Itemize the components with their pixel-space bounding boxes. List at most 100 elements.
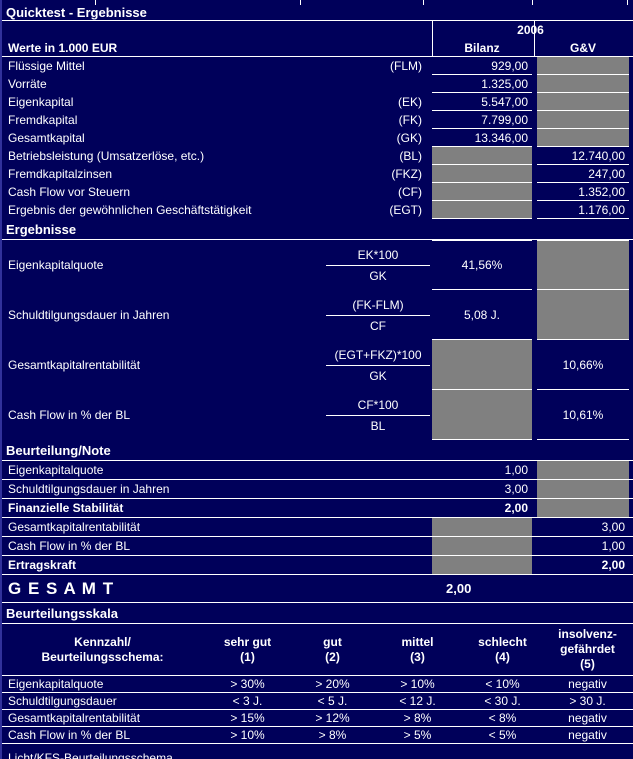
spacer [629,111,633,129]
fraction-numerator: (EGT+FKZ)*100 [326,346,430,366]
spacer [629,21,633,39]
bilanz-value-cell[interactable]: 7.799,00 [432,111,532,129]
gesamt-value[interactable]: 2,00 [446,581,472,596]
row-code: (FKZ) [391,167,422,181]
gesamt-label: G E S A M T [8,578,115,598]
bilanz-note-cell[interactable]: 3,00 [504,482,528,496]
fraction-denominator: GK [369,268,387,283]
spacer [629,201,633,219]
ratio-row-schuldtilgungsdauer: Schuldtilgungsdauer in Jahren (FK-FLM) C… [0,290,633,340]
skala-cell: > 30 J. [569,694,606,708]
skala-row-label: Schuldtilgungsdauer [8,694,117,708]
skala-cell: > 5% [403,728,432,742]
formula-cell: EK*100 GK [324,240,432,290]
guv-result-cell[interactable]: 10,66% [537,340,629,390]
guv-value-cell[interactable]: 12.740,00 [537,147,629,165]
skala-header-row: Kennzahl/ Beurteilungsschema: sehr gut (… [0,624,633,676]
guv-note-cell[interactable]: 3,00 [601,520,625,534]
page-title: Quicktest - Ergebnisse [0,5,633,21]
guv-blocked-cell [537,499,629,517]
guv-value-cell[interactable]: 1.176,00 [537,201,629,219]
formula-cell: (FK-FLM) CF [324,290,432,340]
spacer [629,39,633,56]
spacer [629,183,633,201]
note-label: Eigenkapitalquote [8,463,104,477]
guv-blocked-cell [537,111,629,129]
fraction: EK*100 GK [326,246,430,285]
formula-cell: CF*100 BL [324,390,432,440]
spacer [324,499,432,517]
guv-note-cell[interactable]: 2,00 [601,558,625,572]
bilanz-value-cell[interactable]: 929,00 [432,57,532,75]
bilanz-result-cell[interactable]: 5,08 J. [432,290,532,340]
bilanz-result-cell[interactable]: 41,56% [432,240,532,290]
note-row-schuldtilgungsdauer: Schuldtilgungsdauer in Jahren 3,00 [0,480,633,499]
ratio-row-cashflow-bl: Cash Flow in % der BL CF*100 BL 10,61% [0,390,633,440]
spacer [629,93,633,111]
skala-cell: > 8% [318,728,347,742]
spacer [629,537,633,555]
guv-blocked-cell [537,240,629,290]
spacer [629,390,633,440]
bilanz-note-cell[interactable]: 1,00 [504,463,528,477]
gridline-tick [300,0,301,5]
guv-value-cell[interactable]: 1.352,00 [537,183,629,201]
note-row-gesamtkapitalrentabilitaet: Gesamtkapitalrentabilität 3,00 [0,518,633,537]
bilanz-value-cell[interactable]: 13.346,00 [432,129,532,147]
skala-cell: < 10% [485,677,520,691]
spacer [629,480,633,498]
note-row-eigenkapitalquote: Eigenkapitalquote 1,00 [0,461,633,480]
row-code: (CF) [398,185,422,199]
spacer [324,556,432,574]
skala-cell: < 5% [488,728,517,742]
year-label: 2006 [517,23,544,37]
clipped-row-below: Licht/KFS-Beurteilungsschema [0,744,633,759]
guv-value-cell[interactable]: 247,00 [537,165,629,183]
skala-row-label: Eigenkapitalquote [8,677,104,691]
value-row-cashflow: Cash Flow vor Steuern (CF) 1.352,00 [0,183,633,201]
value-row-betriebsleistung: Betriebsleistung (Umsatzerlöse, etc.) (B… [0,147,633,165]
guv-blocked-cell [537,461,629,479]
spacer [324,461,432,479]
skala-cell: > 30% [230,677,265,691]
skala-cell: < 8% [488,711,517,725]
header-column-divider [432,21,433,57]
spacer [629,340,633,390]
value-row-eigenkapital: Eigenkapital (EK) 5.547,00 [0,93,633,111]
bilanz-blocked-cell [432,183,532,201]
section-heading-beurteilung: Beurteilung/Note [0,440,633,461]
guv-blocked-cell [537,75,629,93]
ratio-label: Eigenkapitalquote [8,258,104,272]
spacer [0,21,324,39]
skala-row-gesamtkapitalrentabilitaet: Gesamtkapitalrentabilität > 15% > 12% > … [0,710,633,727]
fraction-denominator: CF [370,318,386,333]
value-row-gesamtkapital: Gesamtkapital (GK) 13.346,00 [0,129,633,147]
formula-cell: (EGT+FKZ)*100 GK [324,340,432,390]
guv-blocked-cell [537,57,629,75]
year-cell: 2006 [432,21,629,39]
spacer [629,240,633,290]
window-left-edge [0,0,2,759]
row-code: (EGT) [389,203,422,217]
row-code [324,75,432,93]
bilanz-blocked-cell [432,340,532,390]
guv-blocked-cell [537,129,629,147]
bilanz-note-cell[interactable]: 2,00 [504,501,528,515]
grade-header-gut: gut (2) [323,634,342,664]
spacer [324,39,432,56]
row-label: Cash Flow vor Steuern [8,185,131,199]
row-label: Betriebsleistung (Umsatzerlöse, etc.) [8,149,205,163]
bilanz-value-cell[interactable]: 5.547,00 [432,93,532,111]
units-label: Werte in 1.000 EUR [8,40,118,55]
skala-cell: > 20% [315,677,350,691]
spacer [324,537,432,555]
fraction: (EGT+FKZ)*100 GK [326,346,430,385]
guv-result-cell[interactable]: 10,61% [537,390,629,440]
bilanz-value-cell[interactable]: 1.325,00 [432,75,532,93]
row-label: Flüssige Mittel [8,59,85,73]
fraction-denominator: GK [369,368,387,383]
guv-note-cell[interactable]: 1,00 [601,539,625,553]
fraction-numerator: CF*100 [326,396,430,416]
note-label: Cash Flow in % der BL [8,539,131,553]
grade-header-mittel: mittel (3) [401,634,434,664]
